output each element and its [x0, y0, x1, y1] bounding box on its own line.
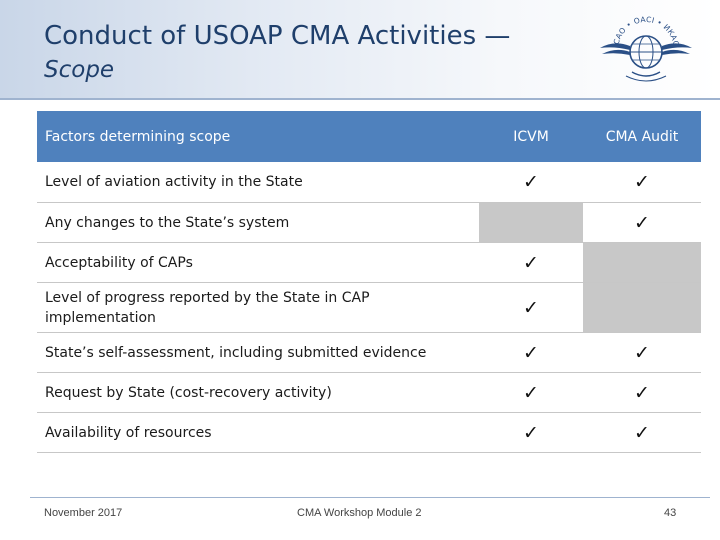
footer-date: November 2017 — [44, 507, 123, 519]
table-header-row: Factors determining scope ICVM CMA Audit — [37, 111, 701, 162]
icvm-check: ✓ — [479, 282, 583, 333]
audit-check: ✓ — [583, 332, 701, 373]
table-row: Level of aviation activity in the State … — [37, 162, 701, 203]
factor-cell: Level of progress reported by the State … — [37, 282, 479, 333]
header-factors: Factors determining scope — [37, 111, 479, 162]
icvm-check: ✓ — [479, 412, 583, 453]
footer-module: CMA Workshop Module 2 — [297, 507, 422, 519]
table-row: Any changes to the State’s system ✓ — [37, 202, 701, 243]
scope-table: Factors determining scope ICVM CMA Audit… — [37, 111, 701, 453]
page-number: 43 — [664, 507, 677, 519]
audit-check: ✓ — [583, 202, 701, 243]
factor-cell: Availability of resources — [37, 412, 479, 453]
slide-subtitle: Scope — [44, 57, 115, 83]
header-icvm: ICVM — [479, 111, 583, 162]
factor-cell: Acceptability of CAPs — [37, 242, 479, 283]
slide-title: Conduct of USOAP CMA Activities — — [44, 21, 511, 51]
icvm-check: ✓ — [479, 242, 583, 283]
audit-not-applicable — [583, 242, 701, 283]
audit-check: ✓ — [583, 372, 701, 413]
icao-emblem-icon — [600, 35, 692, 82]
factor-cell: Request by State (cost-recovery activity… — [37, 372, 479, 413]
icvm-not-applicable — [479, 202, 583, 243]
header-divider — [0, 98, 720, 100]
icvm-check: ✓ — [479, 162, 583, 203]
table-row: Level of progress reported by the State … — [37, 282, 701, 333]
factor-cell: State’s self-assessment, including submi… — [37, 332, 479, 373]
header-cma-audit: CMA Audit — [583, 111, 701, 162]
table-row: Request by State (cost-recovery activity… — [37, 372, 701, 413]
icvm-check: ✓ — [479, 332, 583, 373]
factor-cell: Level of aviation activity in the State — [37, 162, 479, 203]
footer-divider — [30, 497, 710, 498]
audit-check: ✓ — [583, 412, 701, 453]
icao-logo: ICAO • OACI • ИКАО — [600, 15, 692, 82]
audit-check: ✓ — [583, 162, 701, 203]
audit-not-applicable — [583, 282, 701, 333]
table-row: Availability of resources ✓ ✓ — [37, 412, 701, 453]
icvm-check: ✓ — [479, 372, 583, 413]
header-band — [0, 0, 720, 98]
logo-text: ICAO • OACI • ИКАО — [611, 15, 680, 48]
factor-cell: Any changes to the State’s system — [37, 202, 479, 243]
svg-text:ICAO • OACI • ИКАО: ICAO • OACI • ИКАО — [611, 15, 681, 48]
table-row: Acceptability of CAPs ✓ — [37, 242, 701, 283]
table-row: State’s self-assessment, including submi… — [37, 332, 701, 373]
